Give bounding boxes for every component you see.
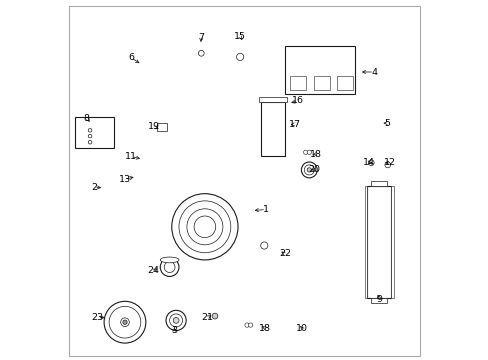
Text: 5: 5: [384, 119, 390, 128]
Text: 15: 15: [234, 32, 245, 41]
Text: 17: 17: [288, 120, 300, 129]
Text: 7: 7: [198, 33, 204, 42]
Text: 24: 24: [147, 266, 160, 275]
Text: 6: 6: [128, 53, 134, 62]
Bar: [260, 102, 285, 156]
Text: 18: 18: [259, 324, 271, 333]
Circle shape: [248, 323, 252, 327]
Circle shape: [88, 134, 92, 138]
Circle shape: [186, 209, 223, 245]
Circle shape: [303, 150, 307, 154]
Circle shape: [301, 162, 317, 178]
Text: 14: 14: [362, 158, 374, 167]
Circle shape: [166, 310, 186, 330]
Bar: [370, 298, 386, 303]
Text: 1: 1: [263, 205, 268, 214]
Text: 18: 18: [309, 150, 321, 159]
Circle shape: [304, 165, 314, 175]
Bar: [284, 46, 354, 94]
Circle shape: [306, 168, 311, 172]
Text: 10: 10: [296, 324, 307, 333]
Circle shape: [88, 129, 92, 132]
Text: 16: 16: [291, 96, 303, 105]
Circle shape: [179, 201, 230, 253]
Circle shape: [198, 50, 204, 56]
Circle shape: [236, 53, 244, 60]
Bar: [313, 76, 329, 90]
Bar: [289, 76, 306, 90]
Text: 20: 20: [308, 166, 320, 175]
Bar: [336, 76, 352, 90]
Circle shape: [122, 320, 127, 324]
Text: 8: 8: [83, 114, 90, 122]
Circle shape: [121, 318, 129, 327]
Text: 11: 11: [125, 152, 137, 161]
Text: 19: 19: [147, 122, 160, 131]
Text: 9: 9: [376, 295, 382, 304]
Text: 3: 3: [171, 326, 177, 335]
Bar: [390, 186, 393, 298]
Circle shape: [169, 314, 182, 327]
Circle shape: [173, 318, 179, 323]
Text: 23: 23: [91, 313, 103, 322]
Text: 2: 2: [91, 183, 97, 192]
Text: 22: 22: [278, 249, 290, 258]
Text: 13: 13: [119, 175, 131, 184]
Circle shape: [171, 194, 238, 260]
Bar: [364, 186, 366, 298]
Circle shape: [269, 123, 275, 129]
Bar: [259, 97, 286, 102]
Text: 4: 4: [370, 68, 376, 77]
Bar: [157, 123, 167, 131]
Circle shape: [194, 216, 215, 238]
Bar: [75, 117, 114, 148]
Circle shape: [367, 160, 373, 166]
Circle shape: [88, 140, 92, 144]
Ellipse shape: [160, 257, 179, 263]
Circle shape: [384, 162, 390, 168]
Circle shape: [212, 313, 218, 319]
Circle shape: [260, 242, 267, 249]
Circle shape: [109, 306, 141, 338]
Circle shape: [160, 258, 179, 276]
Bar: [370, 181, 386, 186]
Bar: [366, 186, 390, 298]
Text: 12: 12: [384, 158, 395, 167]
Text: 21: 21: [202, 313, 213, 322]
Circle shape: [164, 262, 175, 273]
Circle shape: [104, 301, 145, 343]
Circle shape: [244, 323, 249, 327]
Circle shape: [306, 150, 311, 154]
